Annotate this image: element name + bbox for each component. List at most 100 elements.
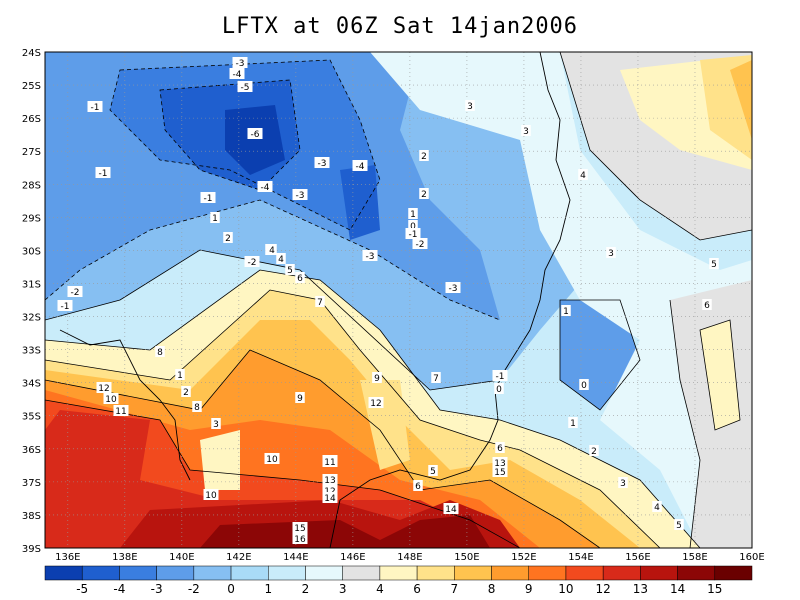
contour-label: -4	[261, 183, 270, 193]
contour-label: 11	[324, 458, 335, 468]
contour-label: 5	[676, 521, 682, 531]
contour-label: 8	[194, 403, 200, 413]
contour-label: 2	[421, 152, 427, 162]
contour-label: -4	[356, 162, 365, 172]
lon-label: 158E	[682, 552, 707, 563]
colorbar-label: 1	[264, 582, 272, 596]
colorbar-swatch	[305, 565, 343, 581]
contour-label: 10	[105, 395, 117, 405]
contour-label: 0	[581, 381, 587, 391]
colorbar-swatch	[714, 565, 753, 581]
contour-label: 10	[266, 455, 278, 465]
lat-label: 35S	[22, 412, 41, 423]
colorbar-swatch	[640, 565, 678, 581]
contour-label: 16	[294, 535, 306, 545]
contour-label: 3	[467, 102, 473, 112]
contour-label: -1	[204, 194, 213, 204]
colorbar-swatch	[677, 565, 716, 581]
lon-label: 160E	[739, 552, 764, 563]
lon-label: 140E	[169, 552, 194, 563]
lat-label: 26S	[22, 114, 41, 125]
colorbar-label: -3	[151, 582, 163, 596]
colorbar-label: 7	[450, 582, 458, 596]
colorbar-label: 4	[376, 582, 384, 596]
contour-label: 0	[496, 385, 502, 395]
contour-label: 3	[213, 420, 219, 430]
colorbar-label: 13	[633, 582, 648, 596]
map-title: LFTX at 06Z Sat 14jan2006	[221, 14, 579, 39]
lat-label: 36S	[22, 445, 41, 456]
contour-label: -1	[496, 372, 505, 382]
colorbar-swatch	[81, 565, 120, 581]
colorbar-label: 3	[339, 582, 347, 596]
colorbar-swatch	[44, 565, 83, 581]
contour-label: 5	[287, 266, 293, 276]
contour-label: 13	[324, 476, 335, 486]
contour-label: 9	[374, 374, 380, 384]
lat-label: 31S	[22, 279, 41, 290]
contour-label: -3	[296, 191, 305, 201]
colorbar-swatch	[602, 565, 641, 581]
lon-label: 144E	[283, 552, 308, 563]
contour-label: 7	[433, 374, 439, 384]
contour-label: 13	[494, 459, 505, 469]
contour-label: 11	[115, 407, 126, 417]
contour-label: -3	[449, 284, 458, 294]
latitude-labels: 24S 25S 26S 27S 28S 29S 30S 31S 32S 33S 34S 35S 36S 3…	[22, 48, 41, 555]
contour-label: -1	[61, 302, 70, 312]
longitude-labels: 136E 138E 140E 142E 144E 146E 148E 150E 152E 154E…	[55, 552, 765, 563]
contour-label: 5	[711, 260, 717, 270]
lon-label: 148E	[397, 552, 422, 563]
contour-label: 4	[269, 246, 275, 256]
colorbar: -5 -4 -3 -2 0 1 2 3 4 6 7 8 9 10 12 13 14 15	[44, 565, 753, 596]
contour-label: 1	[570, 419, 576, 429]
colorbar-swatch	[454, 565, 492, 581]
colorbar-label: -5	[76, 582, 88, 596]
contour-label: 2	[421, 190, 427, 200]
colorbar-label: 12	[596, 582, 611, 596]
contour-label: 3	[620, 479, 626, 489]
lat-label: 28S	[22, 180, 41, 191]
contour-label: 0	[410, 222, 416, 232]
contour-label: 1	[563, 307, 569, 317]
contour-label: 1	[177, 371, 183, 381]
lat-label: 32S	[22, 313, 41, 324]
colorbar-swatch	[230, 565, 269, 581]
contour-label: 1	[212, 214, 218, 224]
lat-label: 29S	[22, 213, 41, 224]
contour-label: -2	[248, 258, 257, 268]
contour-label: 1	[410, 210, 416, 220]
contour-label: -2	[71, 288, 80, 298]
contour-label: 12	[370, 399, 381, 409]
colorbar-swatch	[528, 565, 567, 581]
lon-label: 138E	[112, 552, 137, 563]
contour-label: -2	[416, 240, 425, 250]
colorbar-label: 9	[525, 582, 533, 596]
lon-label: 136E	[55, 552, 80, 563]
colorbar-label: 6	[413, 582, 421, 596]
contour-label: 12	[98, 384, 109, 394]
colorbar-label: 8	[488, 582, 496, 596]
contour-label: 8	[157, 348, 163, 358]
contour-label: 6	[297, 274, 303, 284]
colorbar-label: -4	[113, 582, 125, 596]
lon-label: 154E	[568, 552, 593, 563]
lat-label: 30S	[22, 246, 41, 257]
contour-label: 2	[183, 388, 189, 398]
contour-label: -5	[241, 83, 250, 93]
contour-label: 14	[445, 505, 457, 515]
colorbar-swatch	[491, 565, 529, 581]
contour-label: 4	[580, 171, 586, 181]
contour-label: 10	[205, 491, 217, 501]
contour-label: 9	[297, 394, 303, 404]
contour-label: 6	[497, 444, 503, 454]
colorbar-swatch	[119, 565, 157, 581]
graticule	[45, 51, 753, 549]
lat-label: 27S	[22, 147, 41, 158]
lon-label: 146E	[340, 552, 365, 563]
lat-label: 24S	[22, 48, 41, 59]
contour-label: 14	[324, 494, 336, 504]
contour-label: -1	[91, 103, 100, 113]
lon-label: 156E	[625, 552, 650, 563]
colorbar-swatch	[416, 565, 455, 581]
